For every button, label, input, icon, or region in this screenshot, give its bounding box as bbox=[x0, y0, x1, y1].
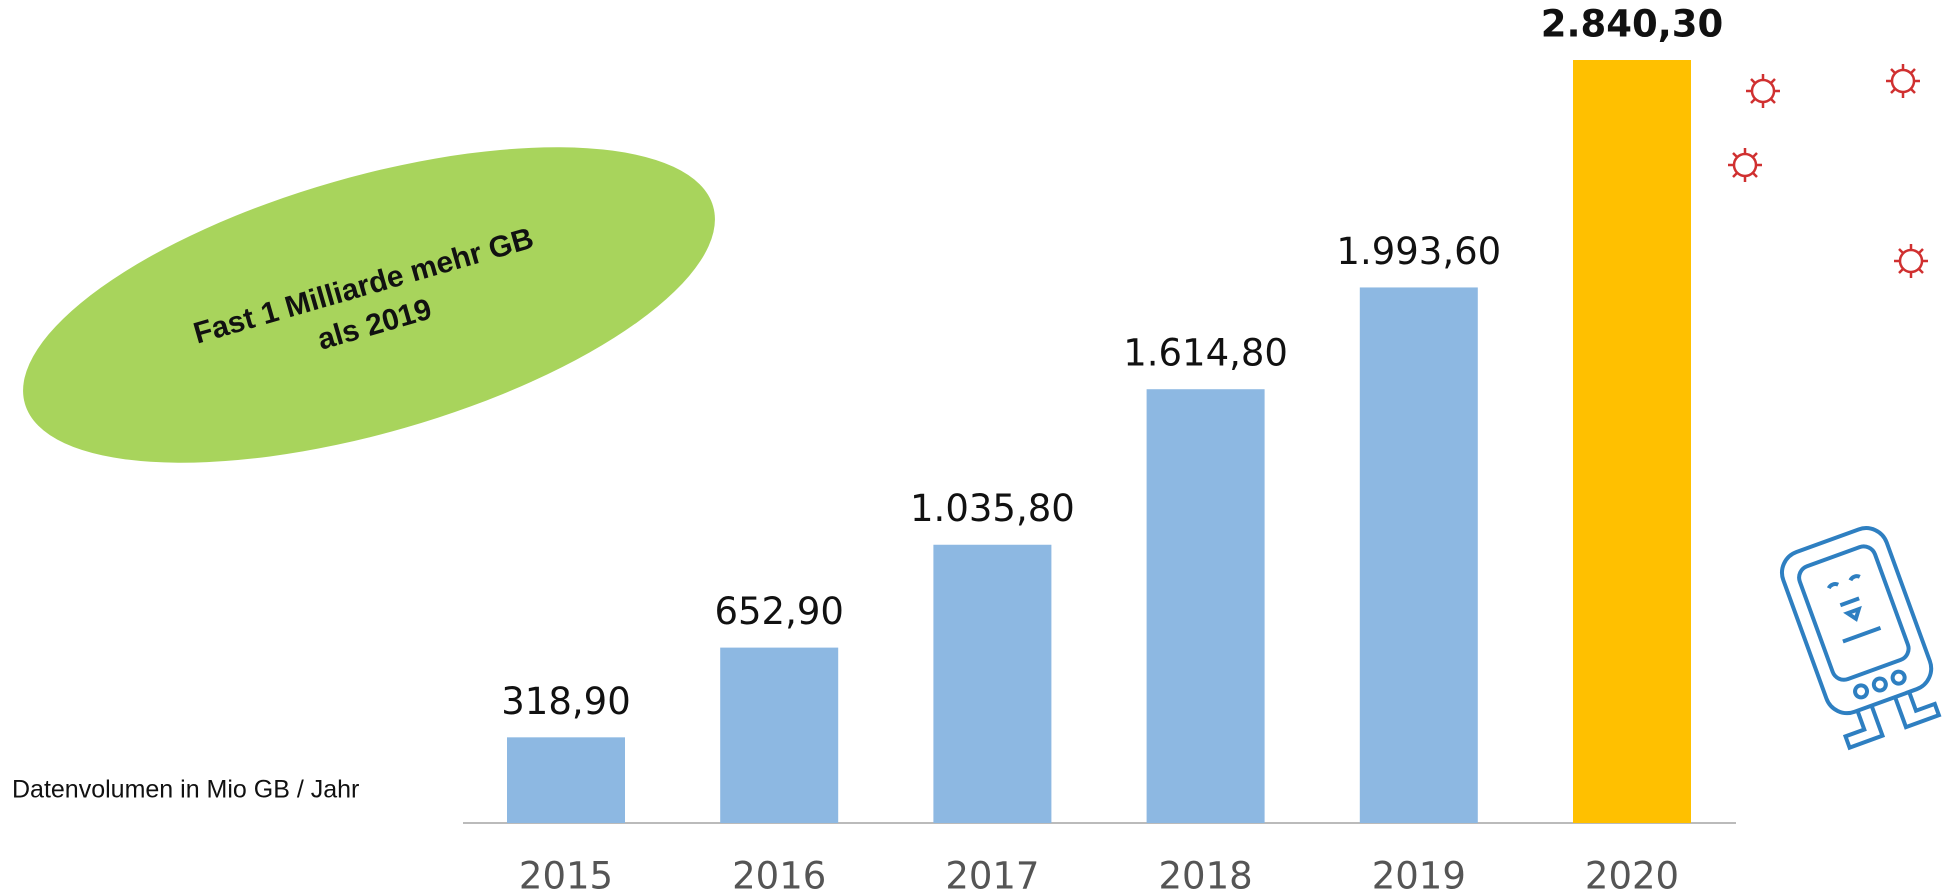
bar bbox=[1147, 389, 1265, 823]
bar bbox=[1360, 287, 1478, 823]
value-label: 652,90 bbox=[714, 590, 843, 633]
bar bbox=[1573, 60, 1691, 823]
chart: Fast 1 Milliarde mehr GB als 2019 Datenv… bbox=[0, 0, 1950, 895]
x-tick-label: 2016 bbox=[732, 855, 826, 895]
bar bbox=[507, 737, 625, 823]
annotation: Fast 1 Milliarde mehr GB als 2019 bbox=[0, 83, 748, 526]
value-label: 2.840,30 bbox=[1541, 3, 1724, 46]
x-tick-label: 2018 bbox=[1159, 855, 1253, 895]
value-label: 318,90 bbox=[501, 680, 630, 723]
x-tick-label: 2019 bbox=[1372, 855, 1466, 895]
bar bbox=[720, 648, 838, 823]
x-tick-label: 2015 bbox=[519, 855, 613, 895]
value-label: 1.993,60 bbox=[1336, 230, 1501, 273]
annotation-ellipse bbox=[0, 83, 748, 526]
bar bbox=[933, 545, 1051, 823]
value-label: 1.035,80 bbox=[910, 487, 1075, 530]
x-tick-label: 2017 bbox=[945, 855, 1039, 895]
mascot bbox=[1776, 522, 1948, 749]
virus-icons bbox=[1728, 64, 1928, 278]
y-axis-label: Datenvolumen in Mio GB / Jahr bbox=[12, 776, 359, 804]
value-label: 1.614,80 bbox=[1123, 332, 1288, 375]
x-tick-label: 2020 bbox=[1585, 855, 1679, 895]
